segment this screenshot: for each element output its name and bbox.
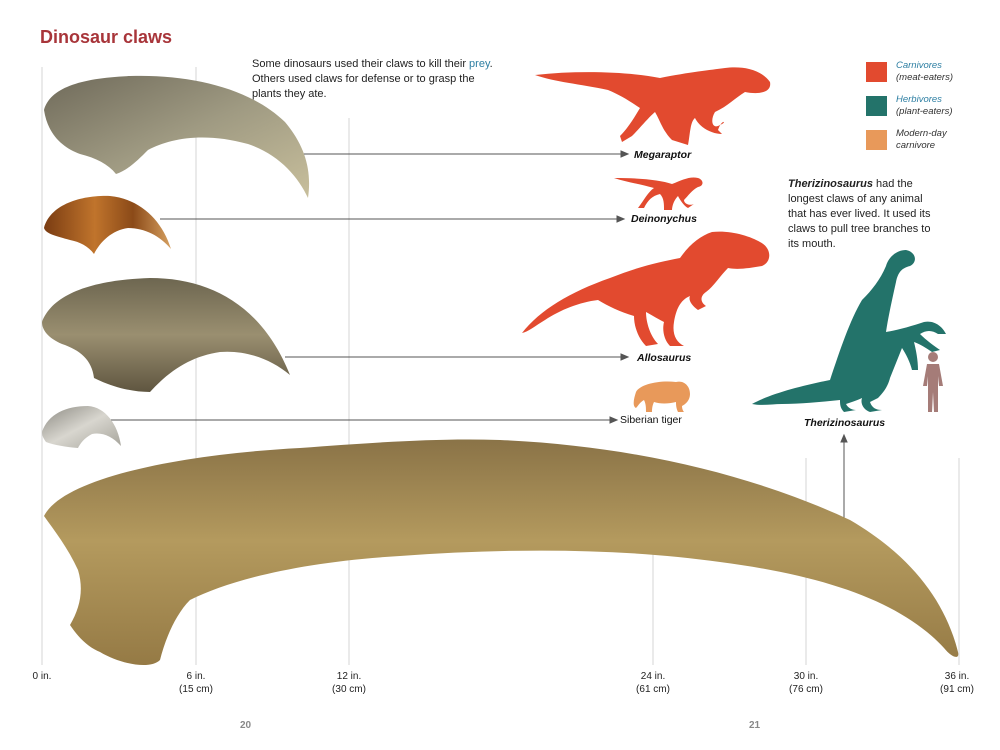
megaraptor-silhouette (535, 67, 771, 145)
page-title: Dinosaur claws (40, 27, 173, 47)
scale-tick-0in: 0 in. (32, 671, 52, 682)
legend-swatch-herbivores (866, 96, 887, 116)
intro-paragraph: Some dinosaurs used their claws to kill … (252, 57, 502, 102)
therizinosaurus-note: Therizinosaurus had the longest claws of… (788, 177, 938, 252)
legend-sub-carnivores: (meat-eaters) (896, 72, 954, 83)
human-silhouette (923, 352, 943, 412)
scale-tick-12in: 12 in. (30 cm) (332, 671, 366, 695)
therizinosaurus-silhouette (752, 250, 946, 412)
legend-label-carnivores: Carnivores (896, 60, 942, 71)
siberian-tiger-silhouette (633, 381, 690, 412)
legend-swatch-carnivores (866, 62, 887, 82)
therizinosaurus-note-name: Therizinosaurus (788, 178, 873, 190)
page-number-right: 21 (749, 720, 761, 731)
therizinosaurus-claw (44, 439, 959, 666)
label-allosaurus: Allosaurus (637, 352, 692, 364)
scale-tick-30in: 30 in. (76 cm) (789, 671, 823, 695)
therizinosaurus-note-text: had the longest claws of any animal that… (788, 178, 931, 250)
siberian-tiger-claw (42, 406, 121, 448)
intro-text-start: Some dinosaurs used their claws to kill … (252, 58, 470, 70)
label-deinonychus: Deinonychus (631, 213, 697, 225)
leader-lines (110, 150, 848, 527)
intro-text-end: . Others used claws for defense or to gr… (252, 58, 493, 100)
deinonychus-silhouette (614, 177, 703, 210)
label-megaraptor: Megaraptor (634, 149, 692, 161)
label-therizinosaurus: Therizinosaurus (804, 417, 886, 429)
prey-link[interactable]: prey (469, 58, 490, 70)
deinonychus-claw (44, 195, 171, 254)
legend-label-modern-carnivore: Modern-day carnivore (896, 128, 947, 151)
scale-gridlines (41, 67, 960, 665)
scale-tick-6in: 6 in. (15 cm) (179, 671, 213, 695)
scale-tick-24in: 24 in. (61 cm) (636, 671, 670, 695)
label-siberian-tiger: Siberian tiger (620, 414, 682, 426)
legend-swatch-modern-carnivore (866, 130, 887, 150)
scale-tick-36in: 36 in. (91 cm) (940, 671, 974, 695)
legend-sub-herbivores: (plant-eaters) (896, 106, 953, 117)
allosaurus-claw (42, 278, 290, 392)
page-number-left: 20 (240, 720, 252, 731)
allosaurus-silhouette (522, 231, 770, 346)
megaraptor-claw (44, 75, 310, 198)
legend-label-herbivores: Herbivores (896, 94, 942, 105)
